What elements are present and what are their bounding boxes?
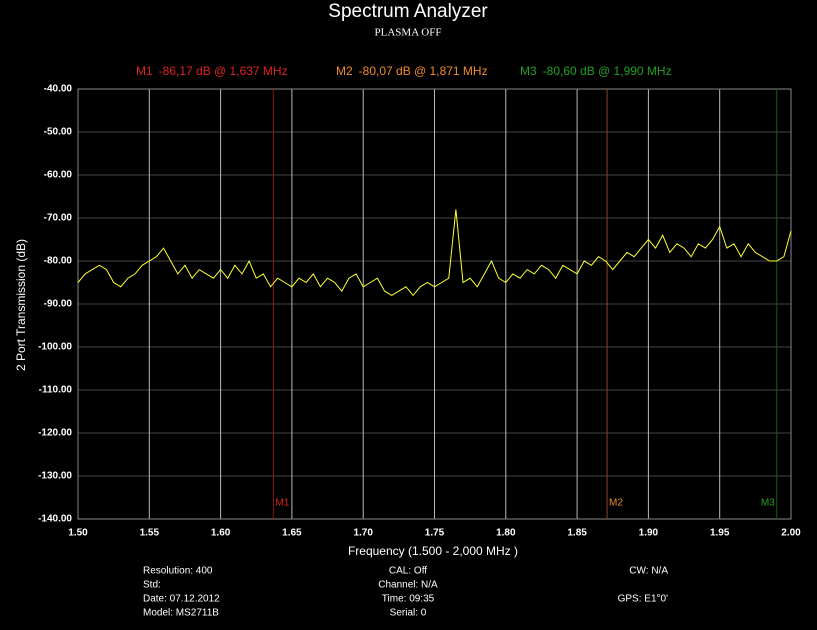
marker-name: M3 [520, 64, 537, 78]
chart-subtitle: PLASMA OFF [375, 27, 442, 39]
info-text: Model: MS2711B [143, 608, 219, 619]
y-tick-label: -70.00 [44, 213, 73, 224]
x-tick-label: 2.00 [781, 528, 801, 539]
y-axis-label: 2 Port Transmission (dB) [14, 239, 28, 371]
y-tick-label: -100.00 [38, 342, 72, 353]
y-tick-label: -80.00 [44, 256, 73, 267]
marker-label: M1 [275, 498, 289, 509]
info-text: Resolution: 400 [143, 566, 213, 577]
marker-name: M2 [336, 64, 353, 78]
marker-readout: M1 -86,17 dB @ 1,637 MHz [136, 64, 288, 78]
y-tick-label: -40.00 [44, 84, 73, 95]
plot-border [77, 88, 792, 520]
info-text: Std: [143, 580, 161, 591]
y-tick-label: -110.00 [39, 385, 73, 396]
marker-text: -80,07 dB @ 1,871 MHz [359, 64, 488, 78]
info-text: CAL: Off [389, 566, 427, 577]
info-text: CW: N/A [629, 566, 668, 577]
x-tick-label: 1.90 [639, 528, 659, 539]
marker-label: M3 [761, 498, 775, 509]
chart-title: Spectrum Analyzer [328, 1, 488, 22]
trace [77, 209, 792, 297]
x-tick-label: 1.95 [710, 528, 730, 539]
y-tick-label: -130.00 [38, 471, 72, 482]
y-tick-label: -60.00 [44, 170, 73, 181]
x-tick-label: 1.60 [211, 528, 231, 539]
y-tick-label: -140.00 [38, 514, 72, 525]
x-tick-label: 1.80 [496, 528, 516, 539]
info-text: Date: 07.12.2012 [143, 594, 220, 605]
x-axis-label: Frequency (1.500 - 2,000 MHz ) [348, 544, 518, 558]
info-text: Serial: 0 [390, 608, 427, 619]
info-text: Channel: N/A [378, 580, 438, 591]
marker-readout: M3 -80,60 dB @ 1,990 MHz [520, 64, 672, 78]
x-tick-label: 1.65 [282, 528, 302, 539]
marker-name: M1 [136, 64, 153, 78]
marker-label: M2 [609, 498, 623, 509]
y-tick-label: -90.00 [44, 299, 73, 310]
info-text: Time: 09:35 [382, 594, 435, 605]
y-tick-label: -120.00 [38, 428, 72, 439]
x-tick-label: 1.70 [353, 528, 373, 539]
x-tick-label: 1.75 [425, 528, 445, 539]
x-tick-label: 1.85 [567, 528, 587, 539]
marker-text: -86,17 dB @ 1,637 MHz [159, 64, 288, 78]
marker-text: -80,60 dB @ 1,990 MHz [543, 64, 672, 78]
info-text: GPS: E1°0' [618, 594, 668, 605]
y-tick-label: -50.00 [44, 127, 73, 138]
x-tick-label: 1.50 [68, 528, 88, 539]
marker-readout: M2 -80,07 dB @ 1,871 MHz [336, 64, 488, 78]
x-tick-label: 1.55 [140, 528, 160, 539]
